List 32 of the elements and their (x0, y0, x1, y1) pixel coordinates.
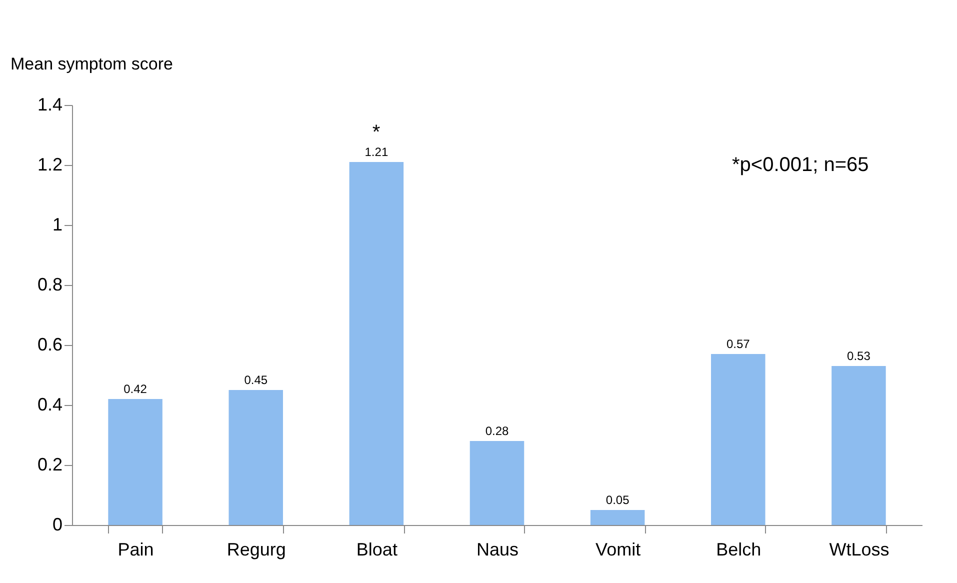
data-label: 0.45 (244, 373, 268, 387)
data-label: 0.28 (485, 424, 509, 438)
x-tick-label: Belch (716, 540, 762, 560)
annotation: *p<0.001; n=65 (732, 154, 869, 176)
bar (108, 399, 162, 525)
y-tick-label: 0.4 (37, 394, 62, 414)
data-label: 0.57 (726, 337, 750, 351)
bar (349, 162, 404, 525)
annotation: * (372, 121, 380, 144)
y-tick-label: 0.6 (37, 334, 62, 354)
y-tick-label: 0 (52, 514, 62, 534)
x-tick-label: Bloat (356, 540, 398, 560)
y-tick-label: 1 (52, 214, 62, 234)
x-tick-label: Pain (118, 540, 154, 560)
data-label: 0.05 (606, 493, 630, 507)
y-tick-label: 1.4 (37, 94, 62, 114)
x-tick-label: Vomit (596, 540, 641, 560)
y-tick-label: 0.2 (37, 454, 62, 474)
data-label: 0.42 (124, 382, 148, 396)
bar (711, 354, 766, 525)
data-label: 0.53 (847, 349, 871, 363)
y-tick-label: 1.2 (37, 154, 62, 174)
bar (590, 510, 645, 525)
bar (832, 366, 886, 525)
x-tick-label: Regurg (226, 540, 286, 560)
y-tick-label: 0.8 (37, 274, 62, 294)
y-axis-title: Mean symptom score (10, 54, 173, 74)
x-tick-label: WtLoss (829, 540, 890, 560)
bar (470, 441, 524, 525)
bar (228, 390, 283, 525)
x-tick-label: Naus (476, 540, 519, 560)
data-label: 1.21 (364, 145, 388, 159)
